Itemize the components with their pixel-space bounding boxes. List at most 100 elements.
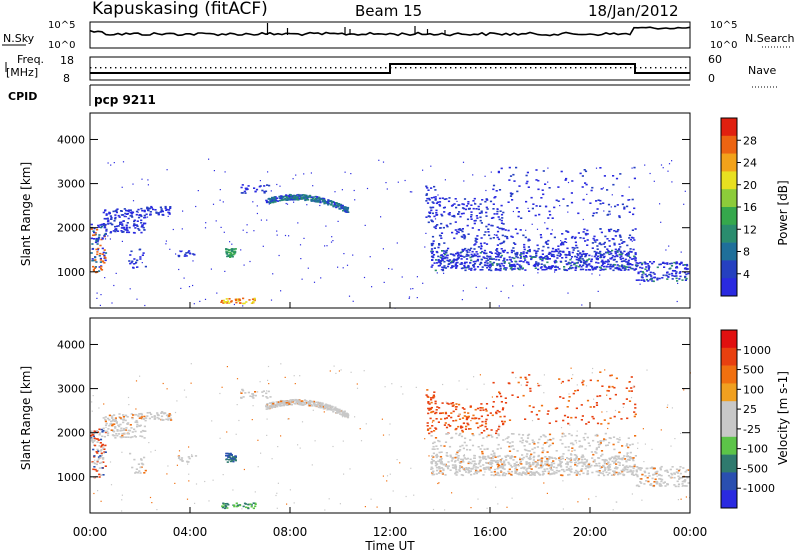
power-noise [493, 234, 495, 236]
velocity-cell [112, 423, 115, 426]
velocity-cell [455, 403, 458, 405]
velocity-noise [511, 497, 513, 499]
power-cell [626, 244, 629, 247]
power-cell [586, 264, 589, 267]
power-cell [656, 266, 659, 269]
freq-strip: Freq. [MHz] 18 8 60 0 Nave [5, 53, 778, 88]
velocity-cell [498, 425, 501, 428]
colorbar-tick-label: 4 [743, 268, 750, 281]
velocity-cell [578, 462, 581, 464]
power-cell [534, 267, 537, 269]
power-cell [487, 228, 490, 230]
velocity-cell [544, 456, 547, 458]
velocity-cell [604, 458, 607, 461]
power-cell [456, 251, 459, 254]
power-cell [144, 265, 147, 268]
velocity-cell [99, 456, 102, 459]
power-cell [302, 196, 305, 198]
power-cell [114, 225, 117, 228]
power-cell [624, 267, 627, 270]
velocity-cell [615, 471, 618, 474]
power-noise [299, 244, 302, 246]
power-cell [683, 271, 687, 274]
power-cell [607, 250, 610, 252]
velocity-cell [497, 434, 500, 437]
power-cell [591, 242, 594, 244]
power-cell [602, 202, 605, 204]
nave-point [425, 67, 427, 69]
power-cell [454, 263, 457, 265]
velocity-cell [570, 434, 573, 437]
velocity-noise [588, 498, 590, 500]
power-cell [344, 206, 348, 209]
power-cell [149, 211, 152, 213]
velocity-cell [143, 430, 146, 432]
velocity-cell [563, 470, 566, 473]
velocity-cell [680, 476, 683, 479]
power-noise [320, 277, 322, 279]
power-cell [620, 253, 623, 256]
power-cell [606, 248, 609, 250]
power-cell [618, 253, 621, 256]
power-cell [427, 197, 431, 200]
velocity-noise [564, 459, 566, 461]
power-noise [256, 205, 258, 207]
nave-point [435, 67, 437, 69]
velocity-cell [454, 465, 457, 467]
velocity-cell [505, 473, 508, 475]
power-cell [598, 242, 602, 244]
power-cell [675, 262, 679, 264]
velocity-cell [451, 456, 454, 459]
power-cell [493, 196, 496, 199]
velocity-cell [455, 406, 458, 408]
velocity-cell [481, 444, 484, 447]
power-cell [628, 237, 631, 239]
velocity-cell [607, 422, 610, 425]
power-cell [481, 268, 484, 271]
power-cell [577, 212, 580, 215]
velocity-cell [267, 390, 270, 393]
power-cell [621, 252, 624, 255]
velocity-cell [492, 405, 495, 408]
power-cell [325, 202, 328, 204]
power-noise [671, 160, 673, 162]
velocity-noise [392, 490, 394, 492]
power-cell [463, 234, 466, 237]
velocity-cell [441, 473, 444, 475]
power-cell [647, 280, 650, 282]
velocity-cell [575, 474, 578, 476]
velocity-noise [287, 418, 289, 420]
power-cell [443, 252, 446, 254]
power-cell [472, 260, 475, 263]
velocity-cell [104, 424, 108, 427]
power-cell [491, 224, 494, 227]
power-cell [459, 252, 462, 254]
velocity-cell [677, 485, 680, 488]
velocity-cell [659, 468, 662, 471]
power-cell [492, 188, 495, 191]
velocity-cell [341, 411, 344, 413]
power-noise [388, 268, 390, 270]
velocity-cell [441, 412, 445, 414]
velocity-noise [463, 454, 465, 456]
velocity-cell [511, 441, 514, 443]
velocity-cell [510, 473, 513, 476]
velocity-noise [187, 463, 189, 465]
nave-point [530, 67, 532, 69]
power-cell [169, 206, 172, 208]
power-cell [92, 265, 95, 268]
power-cell [248, 299, 251, 301]
velocity-cell [463, 411, 466, 414]
velocity-cell [503, 468, 506, 470]
power-noise [496, 208, 498, 210]
velocity-cell [456, 471, 459, 474]
power-cell [93, 227, 96, 230]
velocity-cell [626, 443, 629, 445]
power-noise [319, 204, 321, 207]
velocity-cell [98, 476, 101, 478]
velocity-cell [132, 414, 135, 416]
velocity-cell [457, 455, 460, 457]
power-cell [489, 264, 492, 267]
velocity-cell [431, 473, 434, 476]
power-cell [472, 264, 475, 266]
